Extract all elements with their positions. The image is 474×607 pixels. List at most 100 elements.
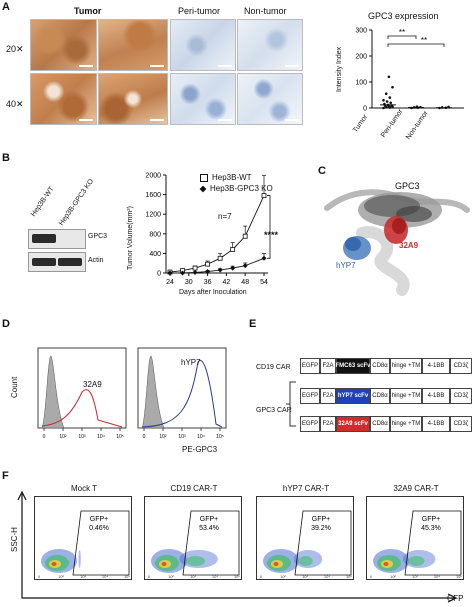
density-positive-core <box>408 556 425 566</box>
construct-segment: hinge +TM <box>390 416 422 432</box>
facs-plot-title: 32A9 CAR-T <box>393 484 439 493</box>
construct-segment: 4-1BB <box>422 416 450 432</box>
y-tick-label: 0 <box>157 271 161 278</box>
data-point <box>388 96 392 99</box>
x-tick-label: 10² <box>58 574 64 579</box>
panel-f-label: F <box>2 470 9 482</box>
ihc-tumor-40x-b <box>98 73 168 125</box>
sig-bracket <box>267 195 271 259</box>
point-ko <box>192 270 198 276</box>
gfp-xlabel: GFP <box>447 594 464 603</box>
blot-label-actin: Actin <box>88 257 104 264</box>
x-tick-label: 10² <box>280 574 286 579</box>
facs-plot: CD19 CAR-T GFP+ 53.4% 0 10² 10³ 10⁴ 10⁵ <box>142 484 246 594</box>
x-tick-label: 54 <box>260 279 268 286</box>
point-ko <box>230 265 236 271</box>
structure-label-gpc3: GPC3 <box>395 181 420 191</box>
construct-segment: F2A <box>320 416 336 432</box>
sig-bracket <box>387 43 445 47</box>
x-tick-label: 10² <box>390 574 396 579</box>
ihc-peri-tumor-40x <box>170 73 236 125</box>
gate-percent: 39.2% <box>311 525 331 532</box>
x-tick-label: 10⁵ <box>116 434 124 440</box>
facs-plot-title: CD19 CAR-T <box>170 484 218 493</box>
y-tick-label: 2000 <box>145 173 161 180</box>
data-point <box>382 106 385 110</box>
sample-histogram <box>41 389 123 428</box>
x-tick-label: 10⁴ <box>324 574 330 579</box>
facs-scatter: GFP+ 0.46% 0 10² 10³ 10⁴ 10⁵ <box>38 510 130 579</box>
col-header-peri-tumor: Peri-tumor <box>178 6 221 16</box>
point-wt <box>205 261 210 267</box>
gfp-gate <box>182 510 240 576</box>
tumor-growth-xlabel: Days after Inoculation <box>179 289 247 296</box>
car-constructs: EGFP F2A FMC63 scFv CD8α hinge +TM 4-1BB CD3ζ E… <box>300 358 472 438</box>
x-tick-label: 10⁵ <box>234 574 240 579</box>
panel-e-label: E <box>249 318 257 330</box>
point-wt <box>230 247 236 252</box>
density-peak <box>51 562 57 566</box>
n-annotation: n=7 <box>218 212 232 221</box>
isotype-histogram <box>141 355 165 429</box>
point-ko <box>217 267 223 273</box>
series-line-wt <box>169 195 265 273</box>
x-tick-label: 10³ <box>412 574 418 579</box>
actin-band-wt <box>32 258 56 266</box>
construct-segment: EGFP <box>300 416 320 432</box>
x-tick-label: 0 <box>370 574 373 579</box>
point-wt <box>261 193 267 198</box>
isotype-histogram <box>41 355 65 429</box>
ihc-peri-tumor-20x <box>170 19 236 71</box>
gate-label: GFP+ <box>312 516 330 523</box>
gate-label: GFP+ <box>200 516 218 523</box>
gpc3-blot-strip <box>28 229 86 249</box>
x-tick-label: 10³ <box>80 574 86 579</box>
facs-plot-frame: GFP+ 0.46% 0 10² 10³ 10⁴ 10⁵ <box>34 496 132 580</box>
actin-band-ko <box>58 258 82 266</box>
gate-label: GFP+ <box>90 516 108 523</box>
x-tick-label: 10² <box>159 434 167 440</box>
blot-lane-ko: Hep3B-GPC3 KO <box>58 178 96 228</box>
point-ko <box>242 263 248 269</box>
x-tick-label: 10² <box>59 434 67 440</box>
y-tick-label: 800 <box>149 231 161 238</box>
facs-plot-frame: GFP+ 45.3% 0 10² 10³ 10⁴ 10⁵ <box>366 496 464 580</box>
panel-a-label: A <box>2 1 10 13</box>
point-wt <box>217 255 223 261</box>
sig-bracket <box>387 35 417 39</box>
construct-segment: EGFP <box>300 388 320 404</box>
facs-plot: hYP7 CAR-T GFP+ 39.2% 0 10² 10³ 10⁴ 10⁵ <box>254 484 358 594</box>
ihc-non-tumor-20x <box>237 19 303 71</box>
tumor-growth-chart: 0 400 800 1200 1600 2000 24 30 36 42 48 54 <box>145 173 271 286</box>
hist-label-hyp7: hYP7 <box>181 358 201 367</box>
x-tick-label: 10⁵ <box>456 574 462 579</box>
y-tick-label: 200 <box>355 54 367 61</box>
gpc3-bracket <box>286 381 296 427</box>
density-positive-core <box>185 556 206 566</box>
facs-axes <box>17 490 458 603</box>
x-tick-label: 10³ <box>302 574 308 579</box>
x-tick-label: 0 <box>38 574 41 579</box>
sig-label: ** <box>399 28 405 37</box>
facs-scatter: GFP+ 53.4% 0 10² 10³ 10⁴ 10⁵ <box>148 510 240 579</box>
gfp-gate <box>72 510 130 576</box>
x-tick-label: 10³ <box>78 434 86 440</box>
legend-hep3b-wt: Hep3B-WT <box>200 173 252 182</box>
point-wt <box>192 265 198 271</box>
point-wt <box>242 233 248 239</box>
x-tick-label: 10³ <box>178 434 186 440</box>
gate-percent: 53.4% <box>199 525 219 532</box>
construct-segment: hinge +TM <box>390 358 422 374</box>
y-tick-label: 0 <box>363 106 367 113</box>
hist-label-32a9: 32A9 <box>83 380 102 389</box>
facs-plots: Mock T GFP+ 0.46% 0 10² 10³ 10⁴ 10⁵ CD19 CAR-T GF… <box>28 484 474 594</box>
col-header-non-tumor: Non-tumor <box>244 6 287 16</box>
construct-segment: CD8α <box>370 358 390 374</box>
y-tick-label: 400 <box>149 251 161 258</box>
facs-scatter: GFP+ 45.3% 0 10² 10³ 10⁴ 10⁵ <box>370 510 462 579</box>
construct-segment: CD8α <box>370 416 390 432</box>
x-tick-label: 0 <box>260 574 263 579</box>
ihc-tumor-20x-a <box>30 19 97 71</box>
construct-segment: CD3ζ <box>450 358 472 374</box>
sig-label: ** <box>421 36 427 45</box>
